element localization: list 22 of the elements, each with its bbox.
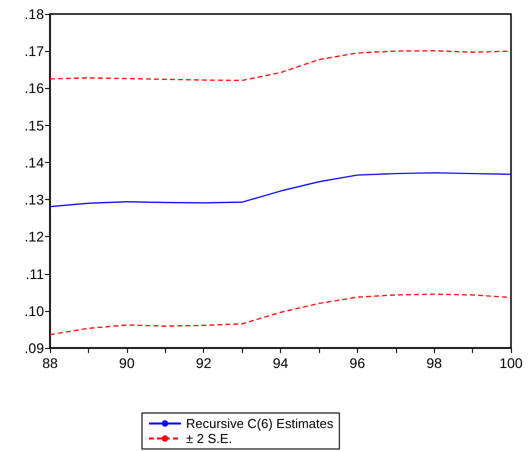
- x-tick-label: 94: [272, 355, 288, 371]
- y-tick-label: .11: [26, 266, 44, 282]
- line-series: [49, 294, 512, 336]
- y-tick-label: .09: [24, 340, 44, 356]
- x-tick-label: 90: [119, 355, 135, 371]
- x-tick-label: 96: [350, 355, 366, 371]
- x-tick-label: 100: [499, 355, 523, 371]
- y-tick-label: .17: [24, 43, 44, 60]
- y-tick-label: .14: [24, 154, 44, 170]
- line-series: [49, 172, 512, 208]
- x-tick-label: 98: [426, 355, 442, 371]
- y-tick-label: .10: [24, 302, 44, 319]
- legend-label: Recursive C(6) Estimates: [186, 416, 334, 431]
- y-tick-label: .13: [24, 192, 44, 208]
- y-tick-label: .15: [24, 117, 44, 134]
- y-tick-label: .16: [24, 80, 44, 96]
- y-tick-label: .12: [24, 228, 44, 245]
- legend-label: ± 2 S.E.: [186, 431, 232, 446]
- line-series: [49, 50, 512, 82]
- y-tick-label: .18: [24, 6, 44, 22]
- x-tick-label: 92: [196, 355, 212, 371]
- x-tick-label: 88: [42, 355, 58, 371]
